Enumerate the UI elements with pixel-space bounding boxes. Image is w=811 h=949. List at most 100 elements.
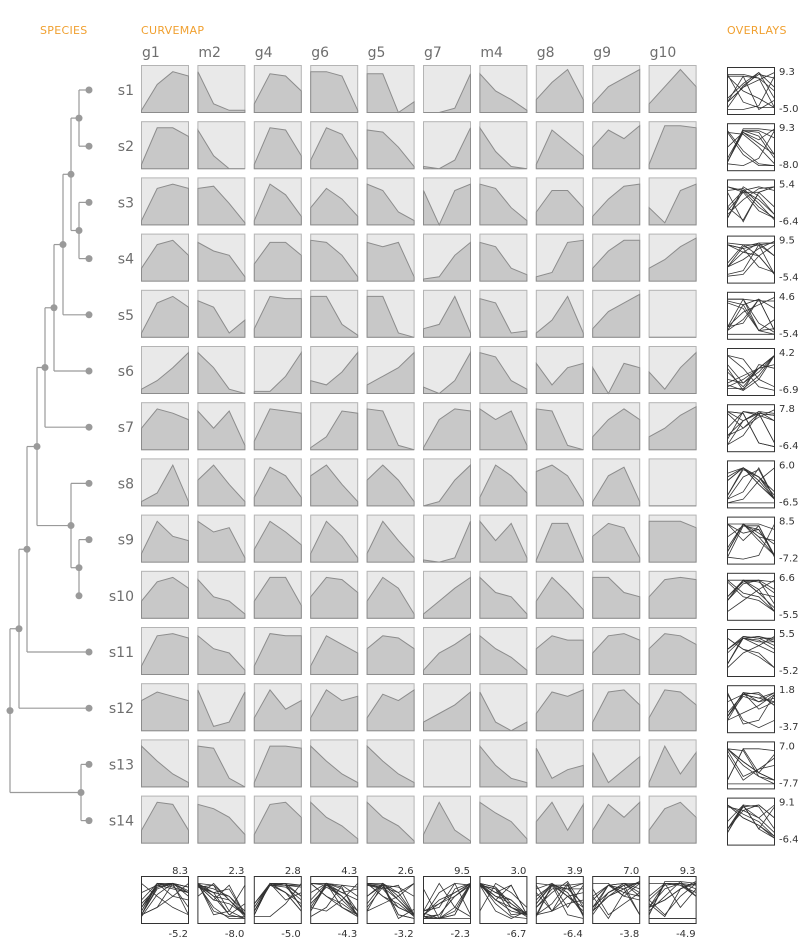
- curve-cell-s11-g1: [141, 627, 189, 675]
- curve-cell-s9-g8: [535, 514, 584, 563]
- curve-cell-s11-g7: [423, 627, 471, 675]
- curve-cell-s9-g9: [592, 514, 641, 563]
- curve-cell-s8-m2: [197, 458, 246, 507]
- row-overlay-s8: [727, 460, 775, 509]
- row-max-s11: 5.5: [779, 629, 795, 640]
- col-overlay-m4: [479, 876, 528, 924]
- curve-cell-s5-g7: [423, 289, 471, 338]
- curve-cell-s6-g7: [423, 346, 471, 395]
- curve-cell-s11-g4: [253, 627, 302, 675]
- col-min-g9: -3.8: [620, 929, 640, 940]
- curve-cell-s1-g6: [310, 65, 359, 113]
- col-overlay-g6: [310, 876, 359, 924]
- curve-cell-s14-g4: [253, 795, 302, 844]
- gene-label-m2: m2: [198, 45, 221, 61]
- curve-cell-s7-g7: [423, 402, 471, 451]
- gene-label-g10: g10: [650, 45, 677, 61]
- curvemap-header: CURVEMAP: [141, 24, 205, 37]
- species-label-s10: s10: [109, 589, 134, 605]
- col-overlay-m2: [197, 876, 246, 924]
- row-min-s12: -3.7: [779, 722, 799, 733]
- species-header: SPECIES: [40, 24, 88, 37]
- curve-cell-s2-g8: [535, 121, 584, 170]
- curve-cell-s14-g10: [648, 795, 697, 844]
- row-min-s14: -6.4: [779, 835, 799, 846]
- curve-cell-s4-g10: [648, 233, 697, 282]
- curve-cell-s3-g6: [310, 177, 359, 226]
- row-overlay-s14: [727, 797, 775, 846]
- col-max-g5: 2.6: [398, 866, 414, 877]
- curve-cell-s1-g9: [592, 65, 641, 113]
- gene-label-g6: g6: [311, 45, 329, 61]
- species-label-s5: s5: [118, 308, 134, 324]
- curve-cell-s2-g5: [366, 121, 415, 170]
- curve-cell-s2-g7: [423, 121, 471, 170]
- species-label-s14: s14: [109, 814, 134, 830]
- curve-cell-s13-g5: [366, 739, 415, 788]
- species-label-s8: s8: [118, 476, 134, 492]
- curve-cell-s8-g5: [366, 458, 415, 507]
- species-dendrogram: [6, 86, 93, 825]
- curve-cell-s12-g6: [310, 683, 359, 732]
- row-max-s4: 9.5: [779, 236, 795, 247]
- curve-cell-s13-g8: [535, 739, 584, 788]
- curve-cell-s5-g1: [141, 289, 189, 338]
- curve-cell-s7-m4: [479, 402, 528, 451]
- curve-cell-s10-g10: [648, 570, 697, 619]
- species-label-s4: s4: [118, 252, 134, 268]
- curve-cell-s8-g4: [253, 458, 302, 507]
- curve-cell-s13-g7: [423, 739, 471, 788]
- curve-cell-s11-g8: [535, 627, 584, 675]
- curve-cell-s3-g1: [141, 177, 189, 226]
- curve-cell-s2-m2: [197, 121, 246, 170]
- curve-cell-s11-g5: [366, 627, 415, 675]
- row-max-s5: 4.6: [779, 292, 795, 303]
- curve-cell-s3-m2: [197, 177, 246, 226]
- curve-cell-s8-g6: [310, 458, 359, 507]
- curve-cell-s1-g4: [253, 65, 302, 113]
- curve-cell-s8-g7: [423, 458, 471, 507]
- curve-cell-s6-g1: [141, 346, 189, 394]
- curve-cell-s4-g1: [141, 233, 189, 282]
- col-min-g1: -5.2: [168, 929, 188, 940]
- species-label-s7: s7: [118, 420, 134, 436]
- curve-cell-s3-g9: [592, 177, 641, 226]
- curve-cell-s12-g9: [592, 683, 641, 732]
- species-label-s3: s3: [118, 195, 134, 211]
- curve-cell-s6-m4: [479, 346, 528, 394]
- curve-cell-s5-m4: [479, 289, 528, 338]
- col-max-g6: 4.3: [341, 866, 357, 877]
- curve-cell-s1-m2: [197, 65, 246, 113]
- curve-cell-s7-g10: [648, 402, 697, 451]
- col-min-g8: -6.4: [563, 929, 583, 940]
- col-min-m4: -6.7: [507, 929, 527, 940]
- col-min-g6: -4.3: [338, 929, 358, 940]
- curve-cell-s2-g4: [253, 121, 302, 170]
- curve-cell-s12-g5: [366, 683, 415, 732]
- curve-cell-s14-g9: [592, 795, 641, 844]
- curve-cell-s9-m4: [479, 514, 528, 563]
- curve-cell-s14-g1: [141, 795, 189, 844]
- species-label-s6: s6: [118, 364, 134, 380]
- curve-cell-s4-m4: [479, 233, 528, 282]
- curve-cell-s5-g6: [310, 289, 359, 338]
- curve-cell-s8-m4: [479, 458, 528, 507]
- curve-cell-s1-m4: [479, 65, 528, 113]
- curve-cell-s2-g10: [648, 121, 697, 170]
- species-label-s12: s12: [109, 701, 134, 717]
- row-max-s14: 9.1: [779, 798, 795, 809]
- row-overlay-s12: [727, 685, 775, 734]
- curve-cell-s11-m2: [197, 627, 246, 675]
- species-label-s9: s9: [118, 533, 134, 549]
- curve-cell-s10-g6: [310, 570, 359, 619]
- col-overlay-g1: [141, 876, 189, 924]
- curve-cell-s3-m4: [479, 177, 528, 226]
- col-max-m2: 2.3: [228, 866, 244, 877]
- row-min-s13: -7.7: [779, 778, 799, 789]
- curve-cell-s12-g10: [648, 683, 697, 732]
- curve-cell-s4-g9: [592, 233, 641, 282]
- col-overlay-g7: [423, 876, 471, 924]
- curve-cell-s9-g5: [366, 514, 415, 563]
- col-max-g8: 3.9: [567, 866, 583, 877]
- row-overlay-s4: [727, 235, 775, 284]
